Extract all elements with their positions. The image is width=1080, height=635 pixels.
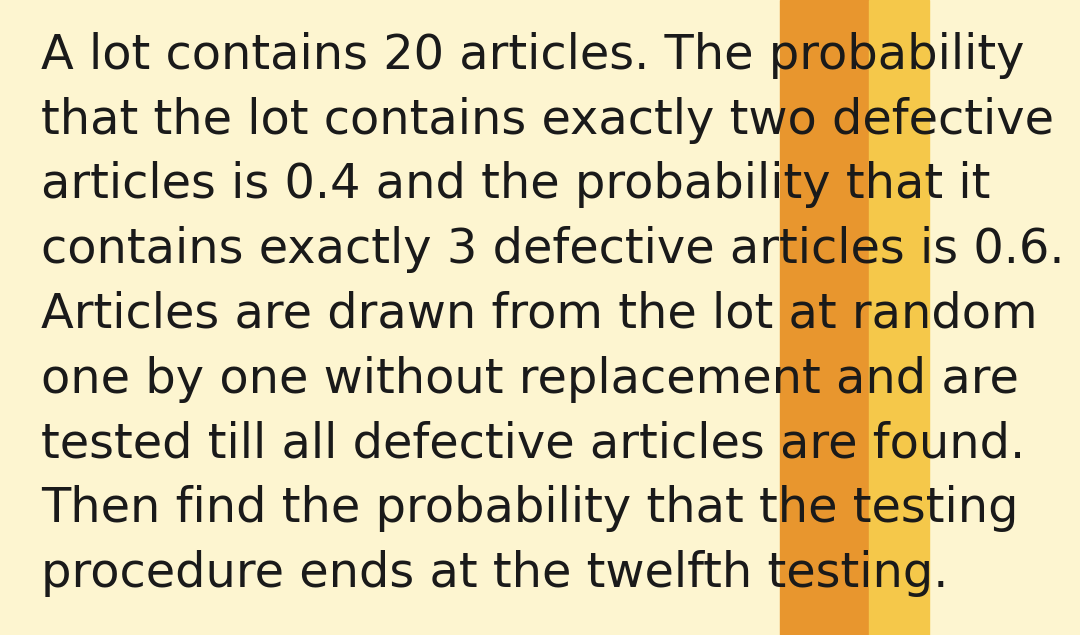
Text: A lot contains 20 articles. The probability
that the lot contains exactly two de: A lot contains 20 articles. The probabil… bbox=[41, 32, 1065, 597]
Bar bbox=[780, 0, 869, 635]
Bar bbox=[869, 0, 929, 635]
